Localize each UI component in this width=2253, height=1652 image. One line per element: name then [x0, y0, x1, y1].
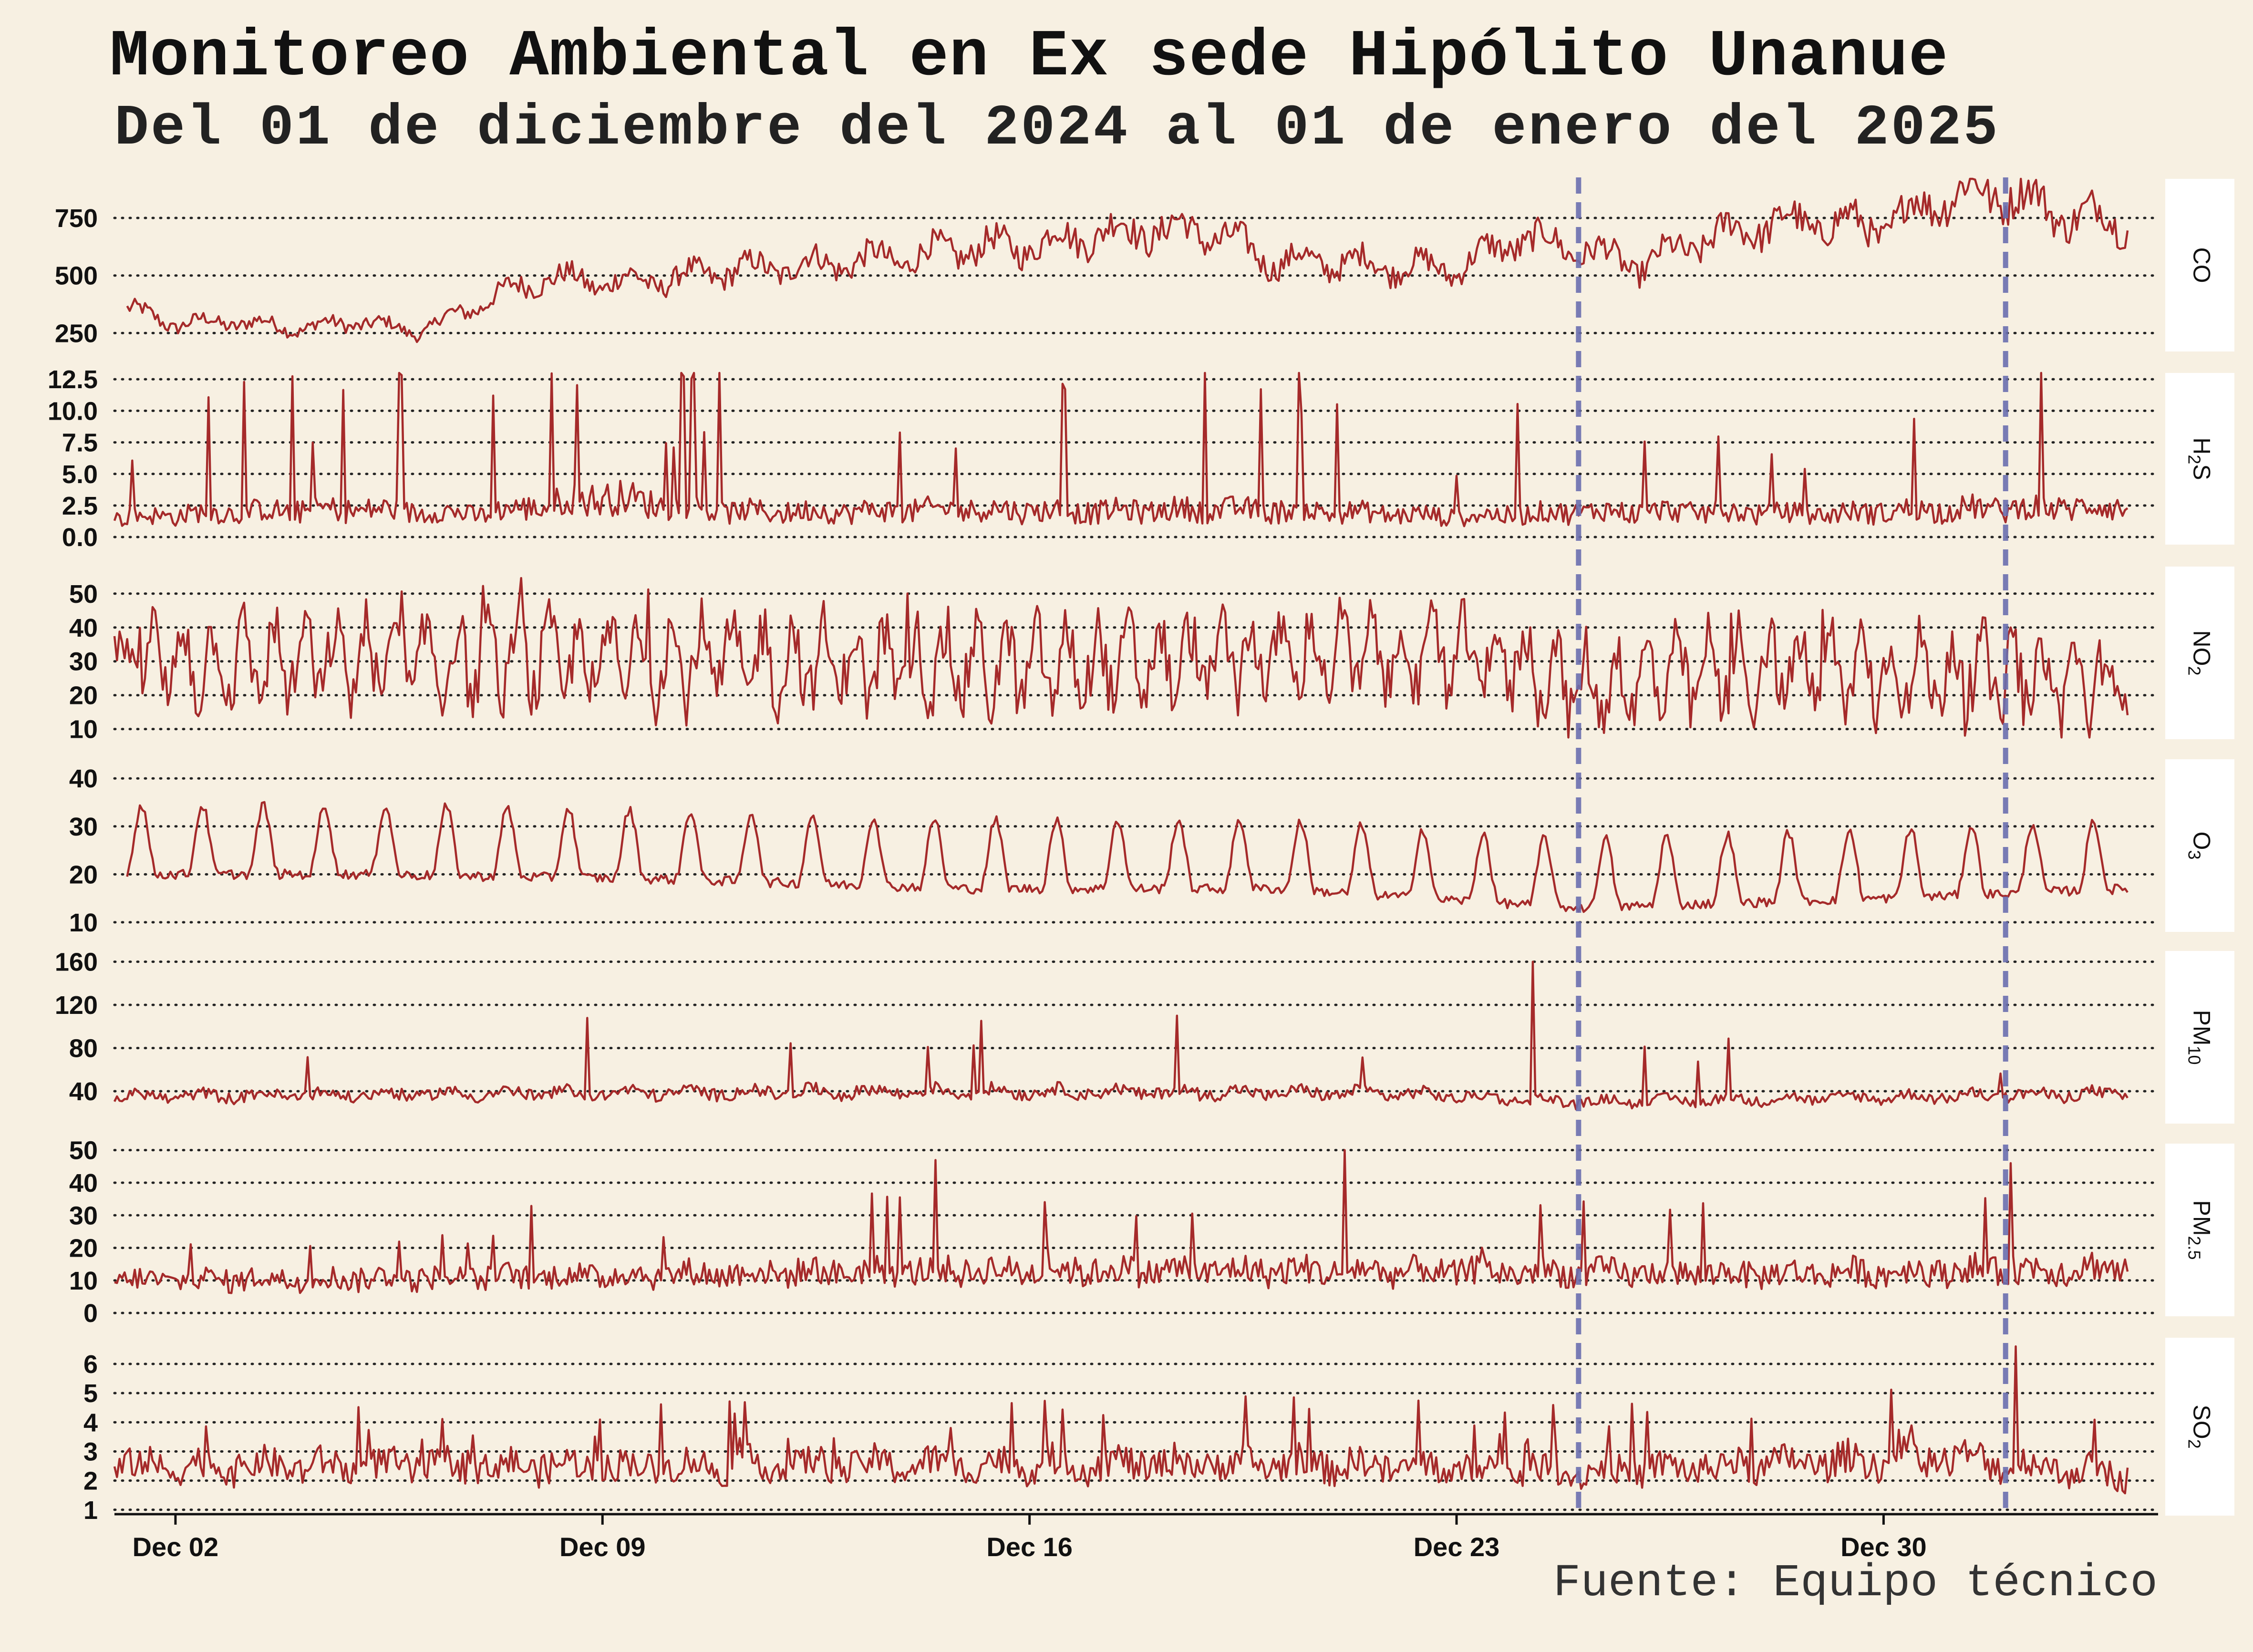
y-tick-label: 50	[69, 580, 98, 609]
panel-h2: 0.0 2.5 5.0 7.5 10.0 12.5 H2S	[48, 365, 2234, 552]
facet-label-main: O	[2188, 832, 2215, 850]
facet-strip	[2165, 567, 2234, 739]
series-line	[114, 1149, 2129, 1294]
y-tick-label: 30	[69, 648, 98, 676]
facet-label-main: CO	[2188, 248, 2215, 283]
facet-strip	[2165, 373, 2234, 545]
y-tick-label: 20	[69, 860, 98, 889]
facet-label-main: H	[2188, 437, 2215, 454]
y-tick-label: 30	[69, 1201, 98, 1230]
facet-strip	[2165, 1144, 2234, 1316]
facet-label: PM2.5	[2185, 1200, 2215, 1260]
facet-label-main: NO	[2188, 630, 2215, 666]
y-tick-label: 750	[55, 204, 98, 233]
y-tick-label: 3	[83, 1437, 98, 1466]
facet-strip	[2165, 951, 2234, 1124]
series-line	[113, 1345, 2129, 1495]
y-tick-label: 50	[69, 1136, 98, 1165]
x-tick-label: Dec 02	[133, 1532, 219, 1562]
series-line	[126, 177, 2129, 343]
y-tick-label: 40	[69, 614, 98, 642]
y-tick-label: 500	[55, 262, 98, 290]
y-tick-label: 30	[69, 813, 98, 841]
facet-strip	[2165, 179, 2234, 351]
facet-label-tail: S	[2188, 464, 2215, 480]
y-tick-label: 40	[69, 1077, 98, 1106]
series-line	[113, 372, 2129, 527]
series-line	[113, 577, 2129, 739]
source-caption: Fuente: Equipo técnico	[1553, 1557, 2158, 1609]
y-tick-label: 10	[69, 909, 98, 937]
chart-title: Monitoreo Ambiental en Ex sede Hipólito …	[110, 20, 1949, 94]
x-tick-label: Dec 09	[559, 1532, 646, 1562]
facet-strip	[2165, 759, 2234, 932]
y-tick-label: 40	[69, 1169, 98, 1198]
y-tick-label: 80	[69, 1034, 98, 1063]
panel-no2: 10 20 30 40 50 NO2	[69, 567, 2234, 744]
series-line	[113, 960, 2129, 1111]
y-tick-label: 120	[55, 991, 98, 1020]
panel-pm2.5: 0 10 20 30 40 50 PM2.5	[69, 1136, 2234, 1328]
facet-label-main: PM	[2188, 1010, 2215, 1045]
x-tick-label: Dec 23	[1414, 1532, 1500, 1562]
y-tick-label: 2	[83, 1467, 98, 1496]
facet-label-main: SO	[2188, 1404, 2215, 1439]
y-tick-label: 4	[83, 1408, 98, 1437]
chart-subtitle: Del 01 de diciembre del 2024 al 01 de en…	[114, 96, 2000, 161]
panel-co: 250 500 750 CO	[55, 177, 2234, 351]
facet-label: CO	[2188, 248, 2215, 283]
facet-label-subscript: 2	[2185, 454, 2204, 464]
facet-label: SO2	[2185, 1404, 2215, 1448]
y-tick-label: 10	[69, 715, 98, 744]
facet-label-subscript: 3	[2185, 850, 2204, 859]
facet-strip	[2165, 1338, 2234, 1516]
x-tick-label: Dec 16	[986, 1532, 1073, 1562]
facet-label-subscript: 10	[2185, 1045, 2204, 1064]
y-tick-label: 10	[69, 1267, 98, 1295]
facet-label: NO2	[2185, 630, 2215, 675]
facet-label-subscript: 2	[2185, 666, 2204, 675]
y-tick-label: 160	[55, 948, 98, 977]
y-tick-label: 40	[69, 764, 98, 793]
facet-label: PM10	[2185, 1010, 2215, 1064]
facet-label-subscript: 2	[2185, 1439, 2204, 1449]
y-tick-label: 12.5	[48, 365, 98, 394]
x-tick-label: Dec 30	[1840, 1532, 1927, 1562]
y-tick-label: 5.0	[62, 460, 98, 489]
panel-o3: 10 20 30 40 O3	[69, 759, 2234, 937]
y-tick-label: 20	[69, 1234, 98, 1263]
y-tick-label: 5	[83, 1379, 98, 1408]
y-tick-label: 10.0	[48, 397, 98, 425]
y-tick-label: 250	[55, 319, 98, 348]
facet-label: H2S	[2185, 437, 2215, 480]
y-tick-label: 2.5	[62, 492, 98, 520]
series-line	[126, 801, 2129, 913]
y-tick-label: 0	[83, 1299, 98, 1328]
panel-pm10: 40 80 120 160 PM10	[55, 948, 2234, 1124]
y-tick-label: 1	[83, 1496, 98, 1525]
y-tick-label: 7.5	[62, 429, 98, 457]
facet-label-main: PM	[2188, 1200, 2215, 1236]
y-tick-label: 0.0	[62, 523, 98, 552]
facet-label-subscript: 2.5	[2185, 1236, 2204, 1260]
facet-label: O3	[2185, 832, 2215, 860]
y-tick-label: 20	[69, 681, 98, 710]
y-tick-label: 6	[83, 1350, 98, 1379]
